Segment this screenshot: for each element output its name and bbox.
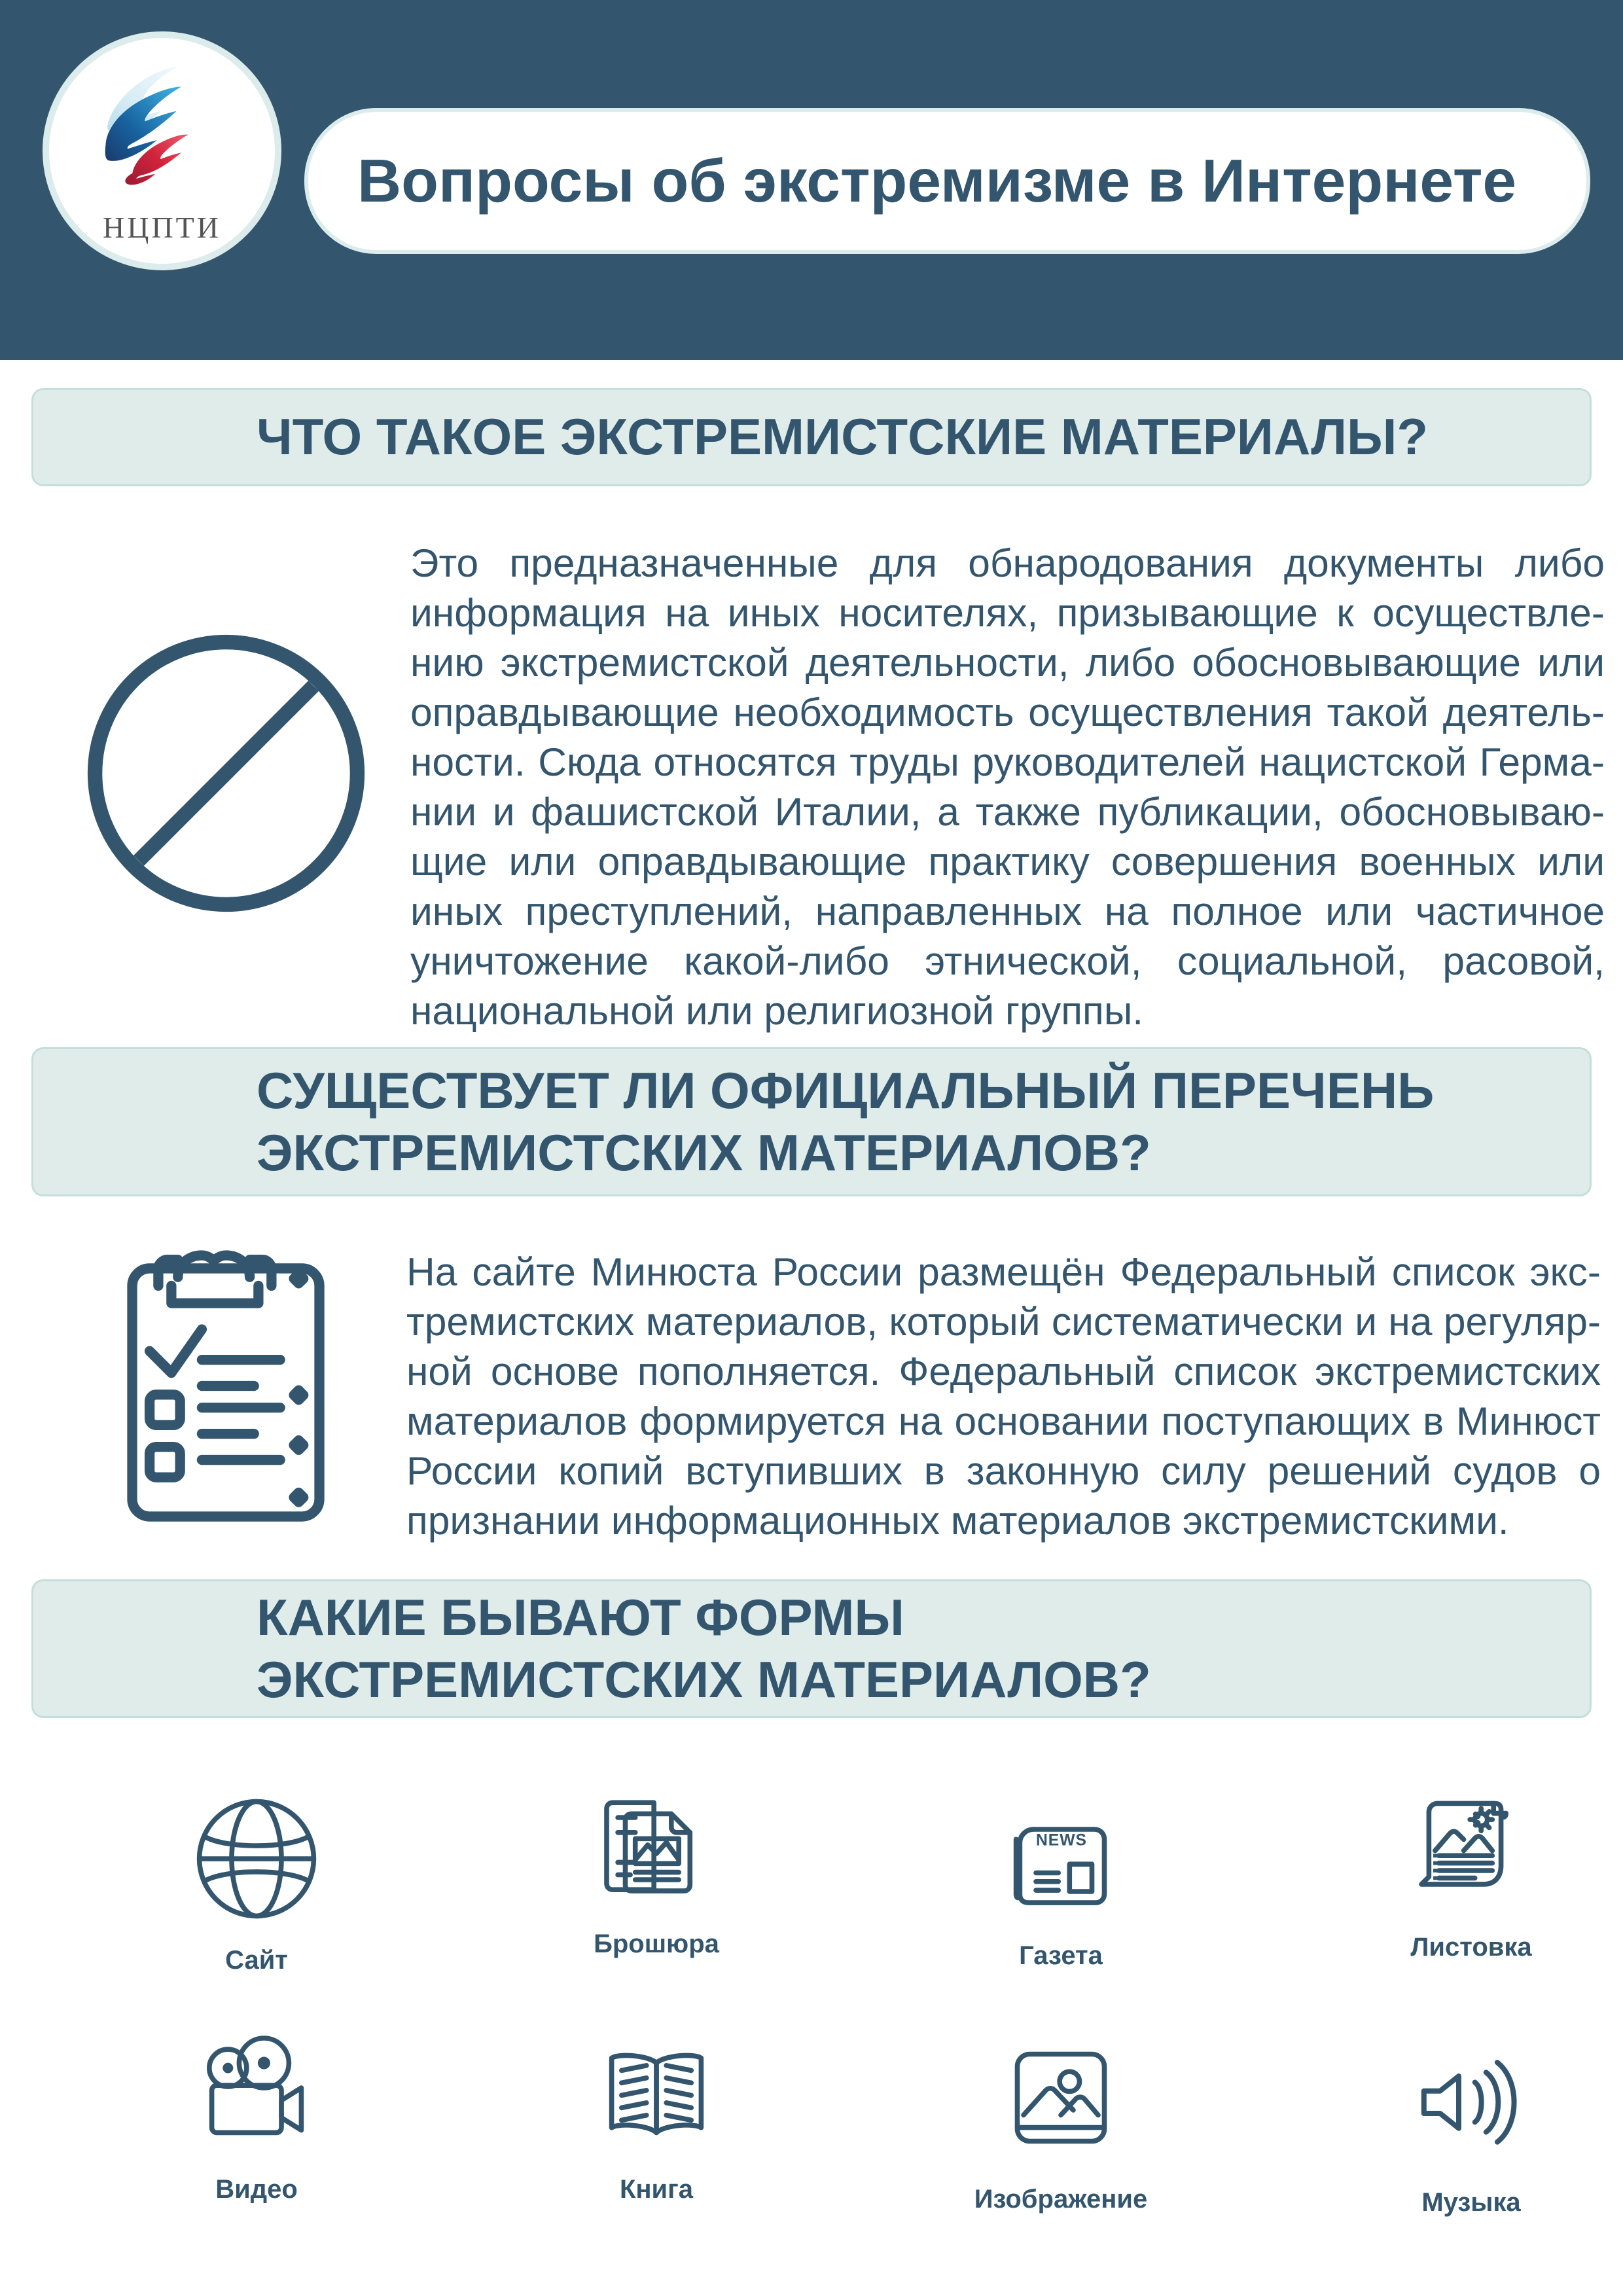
svg-text:NEWS: NEWS — [1036, 1832, 1087, 1850]
